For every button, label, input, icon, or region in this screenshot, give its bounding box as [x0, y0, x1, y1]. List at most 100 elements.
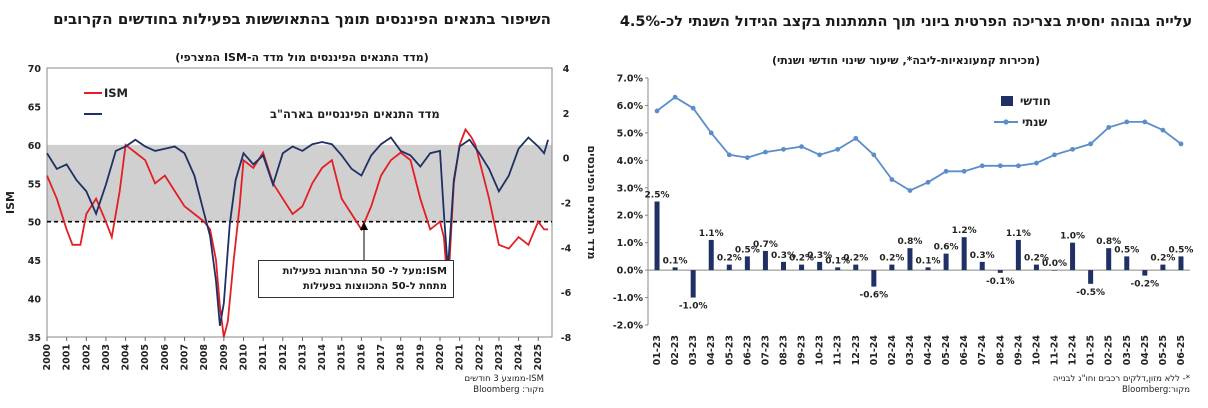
- x-tick-label: 2004: [121, 344, 132, 371]
- monthly-bar-label: 0.1%: [825, 256, 850, 266]
- annual-point: [654, 108, 660, 114]
- x-tick-label: 12-24: [1068, 335, 1079, 366]
- x-tick-label: 04-24: [923, 335, 934, 366]
- legend-ism-label: ISM: [104, 86, 128, 100]
- monthly-bar: [1033, 264, 1039, 271]
- x-tick-label: 04-25: [1140, 335, 1151, 365]
- y-tick-label: 4.0%: [617, 156, 644, 167]
- monthly-bar: [961, 237, 967, 271]
- monthly-bar: [1142, 270, 1148, 276]
- x-tick-label: 2010: [238, 344, 249, 371]
- y2-tick-label: -4: [561, 243, 572, 254]
- retail-sales-chart: -2.0% -1.0% 0.0% 1.0% 2.0% 3.0% 4.0% 5.0% 6.0% 7.…: [613, 74, 1194, 366]
- x-tick-label: 06-25: [1176, 335, 1187, 365]
- x-tick-label: 08-24: [995, 335, 1006, 366]
- x-tick-label: 2006: [160, 344, 171, 371]
- y-tick-label: 1.0%: [617, 238, 644, 249]
- annual-point: [871, 152, 877, 158]
- annual-point: [889, 177, 895, 182]
- monthly-bar: [1052, 270, 1057, 271]
- x-tick-label: 2025: [533, 344, 544, 370]
- y-tick-label: -2.0%: [613, 321, 644, 332]
- right-footnote: *- ללא מזון,דלקים רכבים וחו"ג לבנייה מקו…: [1052, 374, 1190, 395]
- chart-title: עלייה גבוהה יחסית בצריכה הפרטית ביוני תו…: [619, 14, 1193, 30]
- y-tick-label: 5.0%: [617, 128, 644, 139]
- y-tick-label: 70: [28, 64, 42, 75]
- monthly-bar: [781, 261, 786, 271]
- monthly-bar: [1106, 248, 1112, 271]
- y-tick-label: 0.0%: [617, 266, 644, 277]
- x-tick-label: 2005: [140, 344, 151, 370]
- x-tick-label: 03-24: [905, 335, 916, 366]
- monthly-bar-label: 1.1%: [1006, 229, 1031, 239]
- x-tick-label: 03-23: [688, 335, 699, 365]
- annual-point: [925, 179, 931, 185]
- annual-point: [744, 155, 750, 160]
- x-tick-label: 06-23: [742, 335, 753, 365]
- annual-point: [907, 188, 913, 193]
- x-tick-label: 2008: [199, 344, 210, 371]
- x-tick-label: 2020: [435, 344, 446, 371]
- x-tick-label: 07-24: [977, 335, 988, 366]
- x-tick-label: 05-25: [1158, 335, 1169, 365]
- x-tick-label: 2002: [81, 344, 92, 370]
- monthly-bar: [997, 270, 1003, 273]
- monthly-bar-label: 0.2%: [789, 254, 814, 264]
- y-tick-label: 6.0%: [617, 101, 644, 112]
- plot-frame: [46, 67, 553, 338]
- x-tick-label: 2024: [514, 344, 525, 371]
- monthly-bar-label: 2.5%: [645, 191, 670, 201]
- monthly-bar: [708, 239, 714, 271]
- monthly-bar-label: 0.1%: [916, 256, 941, 266]
- x-tick-label: 2011: [258, 344, 269, 370]
- legend-annual-marker: [1003, 119, 1009, 125]
- monthly-bar: [762, 250, 768, 271]
- y-tick-label: -1.0%: [613, 293, 644, 304]
- monthly-bar-label: 0.1%: [663, 256, 688, 266]
- y-tick-label: 65: [28, 102, 41, 113]
- monthly-bar: [871, 270, 877, 287]
- annual-point: [961, 168, 967, 174]
- x-tick-label: 2009: [219, 344, 230, 370]
- monthly-bar-label: 1.0%: [1060, 232, 1085, 242]
- monthly-bar: [690, 270, 696, 298]
- y2-tick-label: 4: [563, 64, 570, 75]
- x-tick-label: 09-23: [797, 335, 808, 365]
- monthly-bar-label: -0.5%: [1076, 288, 1105, 298]
- annual-point: [1052, 152, 1057, 158]
- y2-tick-label: -2: [561, 199, 572, 210]
- monthly-bar-label: 0.5%: [735, 245, 760, 255]
- retail-sales-chart-panel: עלייה גבוהה יחסית בצריכה הפרטית ביוני תו…: [604, 0, 1208, 408]
- annual-point: [1178, 141, 1184, 147]
- x-tick-label: 05-23: [724, 335, 735, 365]
- x-tick-label: 2021: [455, 344, 466, 370]
- x-tick-label: 03-25: [1122, 335, 1133, 365]
- x-tick-label: 02-24: [887, 335, 898, 366]
- y-tick-label: 40: [28, 295, 42, 306]
- annual-point: [1070, 146, 1075, 152]
- annual-point: [763, 149, 768, 155]
- monthly-bar-label: 0.8%: [897, 237, 922, 247]
- annual-point: [1088, 141, 1094, 147]
- x-tick-label: 2018: [396, 344, 407, 371]
- monthly-bar: [889, 264, 895, 271]
- annual-point: [979, 163, 985, 169]
- x-tick-label: 10-23: [815, 335, 826, 365]
- fci-series-line: [46, 136, 549, 326]
- monthly-bar: [672, 267, 678, 271]
- y2-tick-label: 0: [563, 154, 570, 165]
- annual-point: [943, 168, 949, 174]
- left-footnote: ISM-ממוצע 3 חודשים מקור: Bloomberg: [464, 374, 544, 395]
- x-tick-label: 02-25: [1104, 335, 1115, 365]
- monthly-bar-label: 0.7%: [753, 240, 778, 250]
- x-tick-label: 10-24: [1031, 335, 1042, 366]
- legend-annual-label: שנתי: [1022, 115, 1047, 129]
- annotation-arrow-head: [360, 222, 368, 230]
- y-tick-label: 55: [28, 179, 41, 190]
- legend-monthly-label: חודשי: [1020, 94, 1051, 108]
- monthly-bar: [943, 253, 949, 271]
- y-tick-label: 2.0%: [617, 211, 644, 222]
- chart-title: השיפור בתנאים הפיננסים תומך בהתאוששות בפ…: [53, 10, 551, 28]
- monthly-bar-label: -0.1%: [986, 277, 1015, 287]
- annual-point: [853, 135, 859, 141]
